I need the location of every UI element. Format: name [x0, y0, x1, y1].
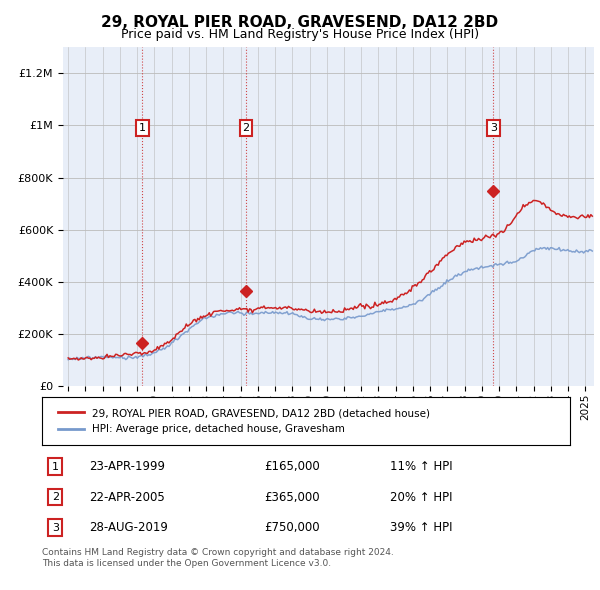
Text: 23-APR-1999: 23-APR-1999 [89, 460, 166, 473]
Text: 2: 2 [242, 123, 250, 133]
Text: 1: 1 [139, 123, 146, 133]
Text: £165,000: £165,000 [264, 460, 320, 473]
Text: 29, ROYAL PIER ROAD, GRAVESEND, DA12 2BD: 29, ROYAL PIER ROAD, GRAVESEND, DA12 2BD [101, 15, 499, 30]
Text: 1: 1 [52, 461, 59, 471]
Text: Contains HM Land Registry data © Crown copyright and database right 2024.
This d: Contains HM Land Registry data © Crown c… [42, 548, 394, 568]
Text: 39% ↑ HPI: 39% ↑ HPI [391, 521, 453, 534]
Text: 2: 2 [52, 492, 59, 502]
Text: Price paid vs. HM Land Registry's House Price Index (HPI): Price paid vs. HM Land Registry's House … [121, 28, 479, 41]
Text: £750,000: £750,000 [264, 521, 319, 534]
Text: 3: 3 [490, 123, 497, 133]
Text: 28-AUG-2019: 28-AUG-2019 [89, 521, 169, 534]
Text: 11% ↑ HPI: 11% ↑ HPI [391, 460, 453, 473]
Legend: 29, ROYAL PIER ROAD, GRAVESEND, DA12 2BD (detached house), HPI: Average price, d: 29, ROYAL PIER ROAD, GRAVESEND, DA12 2BD… [52, 403, 435, 440]
Text: £365,000: £365,000 [264, 490, 319, 504]
Text: 20% ↑ HPI: 20% ↑ HPI [391, 490, 453, 504]
Text: 22-APR-2005: 22-APR-2005 [89, 490, 165, 504]
Text: 3: 3 [52, 523, 59, 533]
